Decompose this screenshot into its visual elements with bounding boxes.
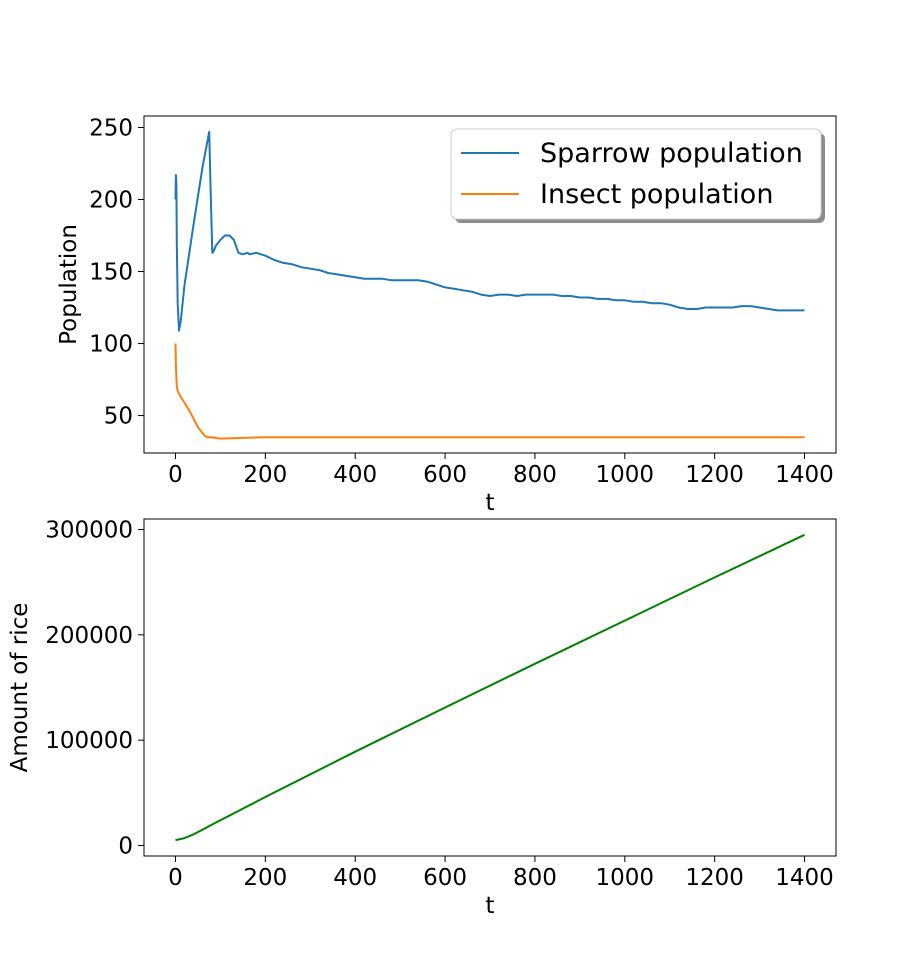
rice-x-tick-label: 800: [513, 865, 557, 891]
rice-x-axis-label: t: [485, 893, 494, 919]
population-legend-label-1: Insect population: [540, 179, 773, 210]
population-y-tick-label: 250: [89, 116, 133, 142]
population-legend-box: [450, 128, 822, 220]
population-x-tick-label: 1000: [596, 462, 655, 488]
population-y-axis-label: Population: [56, 224, 82, 345]
rice-x-tick-label: 400: [333, 865, 377, 891]
rice-x-tick-label: 1200: [685, 865, 744, 891]
population-x-tick-label: 800: [513, 462, 557, 488]
population-series-line-1: [174, 343, 805, 440]
rice-series-line-0: [175, 533, 805, 842]
rice-x-tick-label: 1400: [775, 865, 834, 891]
population-y-tick-label: 200: [89, 188, 133, 214]
population-axes-frame: [143, 115, 837, 454]
population-plot: 0 200 400 600 800 1000 1200 1400 50 100 150 200 250 t…: [56, 115, 837, 516]
rice-x-tick-label: 0: [168, 865, 183, 891]
population-x-tick-label: 200: [243, 462, 287, 488]
rice-y-axis-label: Amount of rice: [7, 603, 33, 773]
rice-x-tick-label: 1000: [596, 865, 655, 891]
rice-x-tick-label: 600: [423, 865, 467, 891]
population-x-tick-label: 1400: [775, 462, 834, 488]
population-x-tick-label: 600: [423, 462, 467, 488]
rice-axes-frame: [143, 518, 837, 857]
rice-x-tick-label: 200: [243, 865, 287, 891]
population-y-tick-label: 50: [104, 404, 133, 430]
population-x-tick-label: 0: [168, 462, 183, 488]
rice-y-tick-label: 0: [118, 833, 133, 859]
rice-y-tick-label: 300000: [45, 518, 133, 544]
population-x-tick-label: 400: [333, 462, 377, 488]
population-legend-label-0: Sparrow population: [540, 138, 803, 169]
population-legend: Sparrow population Insect population: [450, 128, 825, 223]
rice-plot: 0 200 400 600 800 1000 1200 1400 0 100000 200000 30…: [7, 518, 837, 919]
rice-y-tick-label: 100000: [45, 728, 133, 754]
population-x-axis-label: t: [485, 490, 494, 516]
population-x-tick-label: 1200: [685, 462, 744, 488]
population-y-tick-label: 100: [89, 332, 133, 358]
rice-y-tick-label: 200000: [45, 623, 133, 649]
population-series-line-0: [174, 130, 805, 332]
population-y-tick-label: 150: [89, 260, 133, 286]
